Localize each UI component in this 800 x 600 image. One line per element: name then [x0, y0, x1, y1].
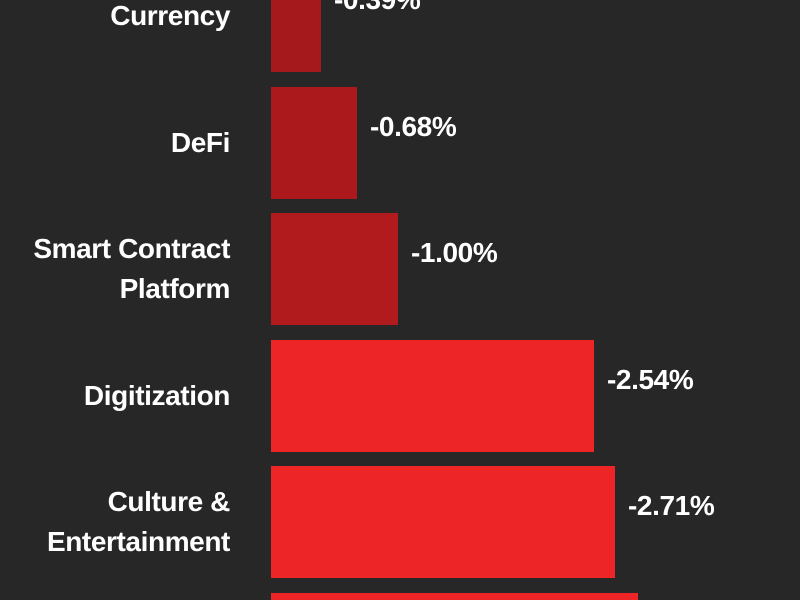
- bar: [271, 466, 615, 578]
- category-label-line: Smart Contract: [33, 233, 230, 264]
- bar: [271, 0, 321, 72]
- category-label: Culture & Entertainment: [0, 466, 230, 578]
- category-label-line: Platform: [119, 273, 231, 304]
- category-label: Currency: [0, 0, 230, 72]
- bar: [271, 86, 357, 199]
- category-label-line: Digitization: [83, 379, 230, 411]
- bar: [271, 213, 398, 325]
- category-label-line: Currency: [110, 0, 230, 31]
- bar: [271, 339, 594, 452]
- value-label: -0.39%: [334, 0, 421, 56]
- value-label: -2.54%: [607, 363, 694, 395]
- category-label-line: DeFi: [170, 126, 230, 158]
- category-label: Digitization: [0, 340, 230, 452]
- value-label: -0.68%: [370, 110, 457, 142]
- bar: [271, 592, 638, 600]
- category-label: DeFi: [0, 87, 230, 199]
- category-label: Smart Contract Platform: [0, 213, 230, 325]
- value-label: -1.00%: [411, 237, 498, 268]
- category-label-line: Culture &: [107, 486, 231, 517]
- value-label: -2.71%: [628, 490, 715, 521]
- category-label-line: Entertainment: [46, 526, 230, 557]
